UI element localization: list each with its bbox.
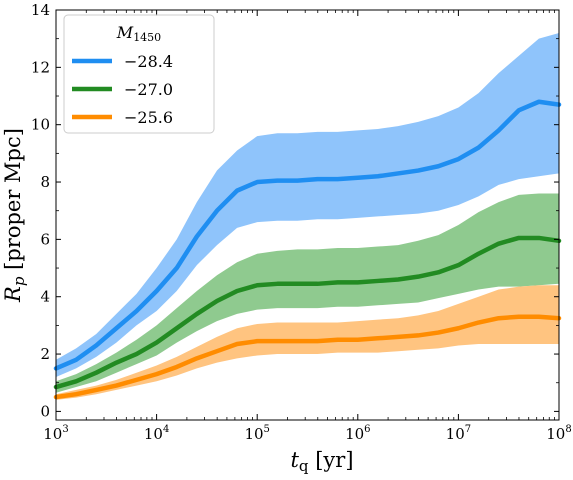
y-tick-label: 10 <box>31 116 50 134</box>
series-1-line <box>53 235 562 390</box>
y-tick-label: 8 <box>40 173 50 191</box>
legend-box <box>63 14 215 134</box>
y-tick-label: 4 <box>40 288 50 306</box>
x-tick-label: 104 <box>144 424 169 443</box>
x-axis-title: tq [yr] <box>290 448 353 475</box>
series-0-line <box>53 99 562 371</box>
series-1-band <box>56 193 559 393</box>
legend-label-2: −25.6 <box>124 108 173 127</box>
y-tick-label: 12 <box>31 58 50 76</box>
series-0-band <box>56 32 559 377</box>
y-tick-label: 2 <box>40 345 50 363</box>
legend-label-0: −28.4 <box>124 52 173 71</box>
y-tick-label: 0 <box>40 402 50 420</box>
axis-ticks <box>55 9 560 420</box>
x-tick-label: 107 <box>446 424 471 443</box>
x-tick-label: 103 <box>43 424 68 443</box>
plot-frame <box>55 9 560 421</box>
x-tick-label: 106 <box>345 424 370 443</box>
series-lines <box>53 99 562 400</box>
x-tick-label: 108 <box>546 424 571 443</box>
legend-label-1: −27.0 <box>124 80 173 99</box>
legend-title: M1450 <box>116 23 161 44</box>
series-2-line <box>53 314 562 400</box>
y-tick-label: 6 <box>40 230 50 248</box>
axis-tick-labels: 0 2 4 6 8 10 12 14 103 104 105 106 107 108 <box>31 1 572 443</box>
y-tick-label: 14 <box>31 1 50 19</box>
legend-entries: −28.4 −27.0 −25.6 <box>72 52 173 127</box>
x-tick-label: 105 <box>244 424 269 443</box>
y-axis-title: Rp [proper Mpc] <box>1 128 28 303</box>
legend: M1450 −28.4 −27.0 −25.6 <box>63 14 215 134</box>
